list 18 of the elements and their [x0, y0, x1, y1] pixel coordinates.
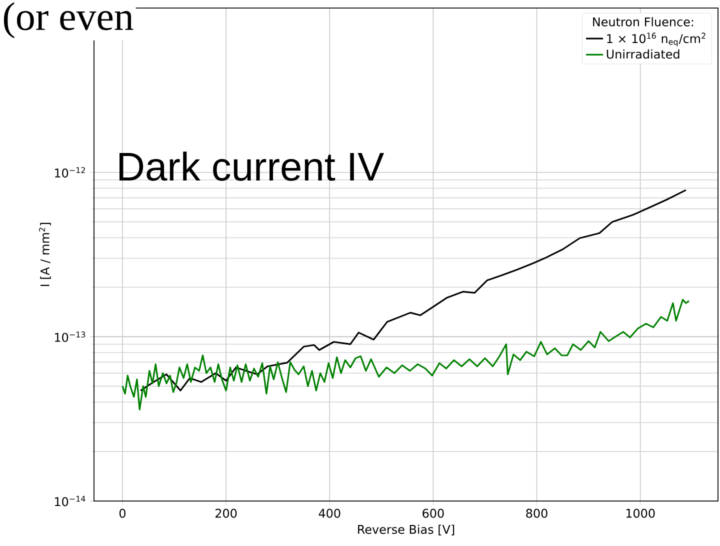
x-tick-label: 200	[216, 508, 237, 518]
x-tick-label: 0	[119, 508, 126, 518]
annotation: (or even	[4, 2, 134, 38]
x-axis-title: Reverse Bias [V]	[358, 524, 454, 536]
legend-title: Neutron Fluence:	[593, 17, 694, 26]
x-tick-label: 600	[422, 508, 444, 518]
y-axis-title: I [A / mm$^{2}$]	[39, 222, 51, 286]
x-tick-label: 1000	[626, 508, 655, 518]
y-tick-label: 10$^{−12}$	[55, 167, 85, 178]
x-tick-label: 800	[526, 508, 548, 518]
x-tick-label: 400	[318, 508, 340, 518]
y-tick-label: 10$^{−13}$	[55, 331, 86, 342]
legend-label: Unirradiated	[606, 49, 680, 59]
legend-label: 1 × 10$^{16}$ n$_{eq}$/cm$^{2}$	[607, 32, 706, 46]
line-series	[140, 189, 687, 392]
text: Dark current IV	[120, 152, 384, 181]
y-tick-label: 10$^{−14}$	[55, 496, 86, 506]
line-series	[122, 298, 690, 410]
